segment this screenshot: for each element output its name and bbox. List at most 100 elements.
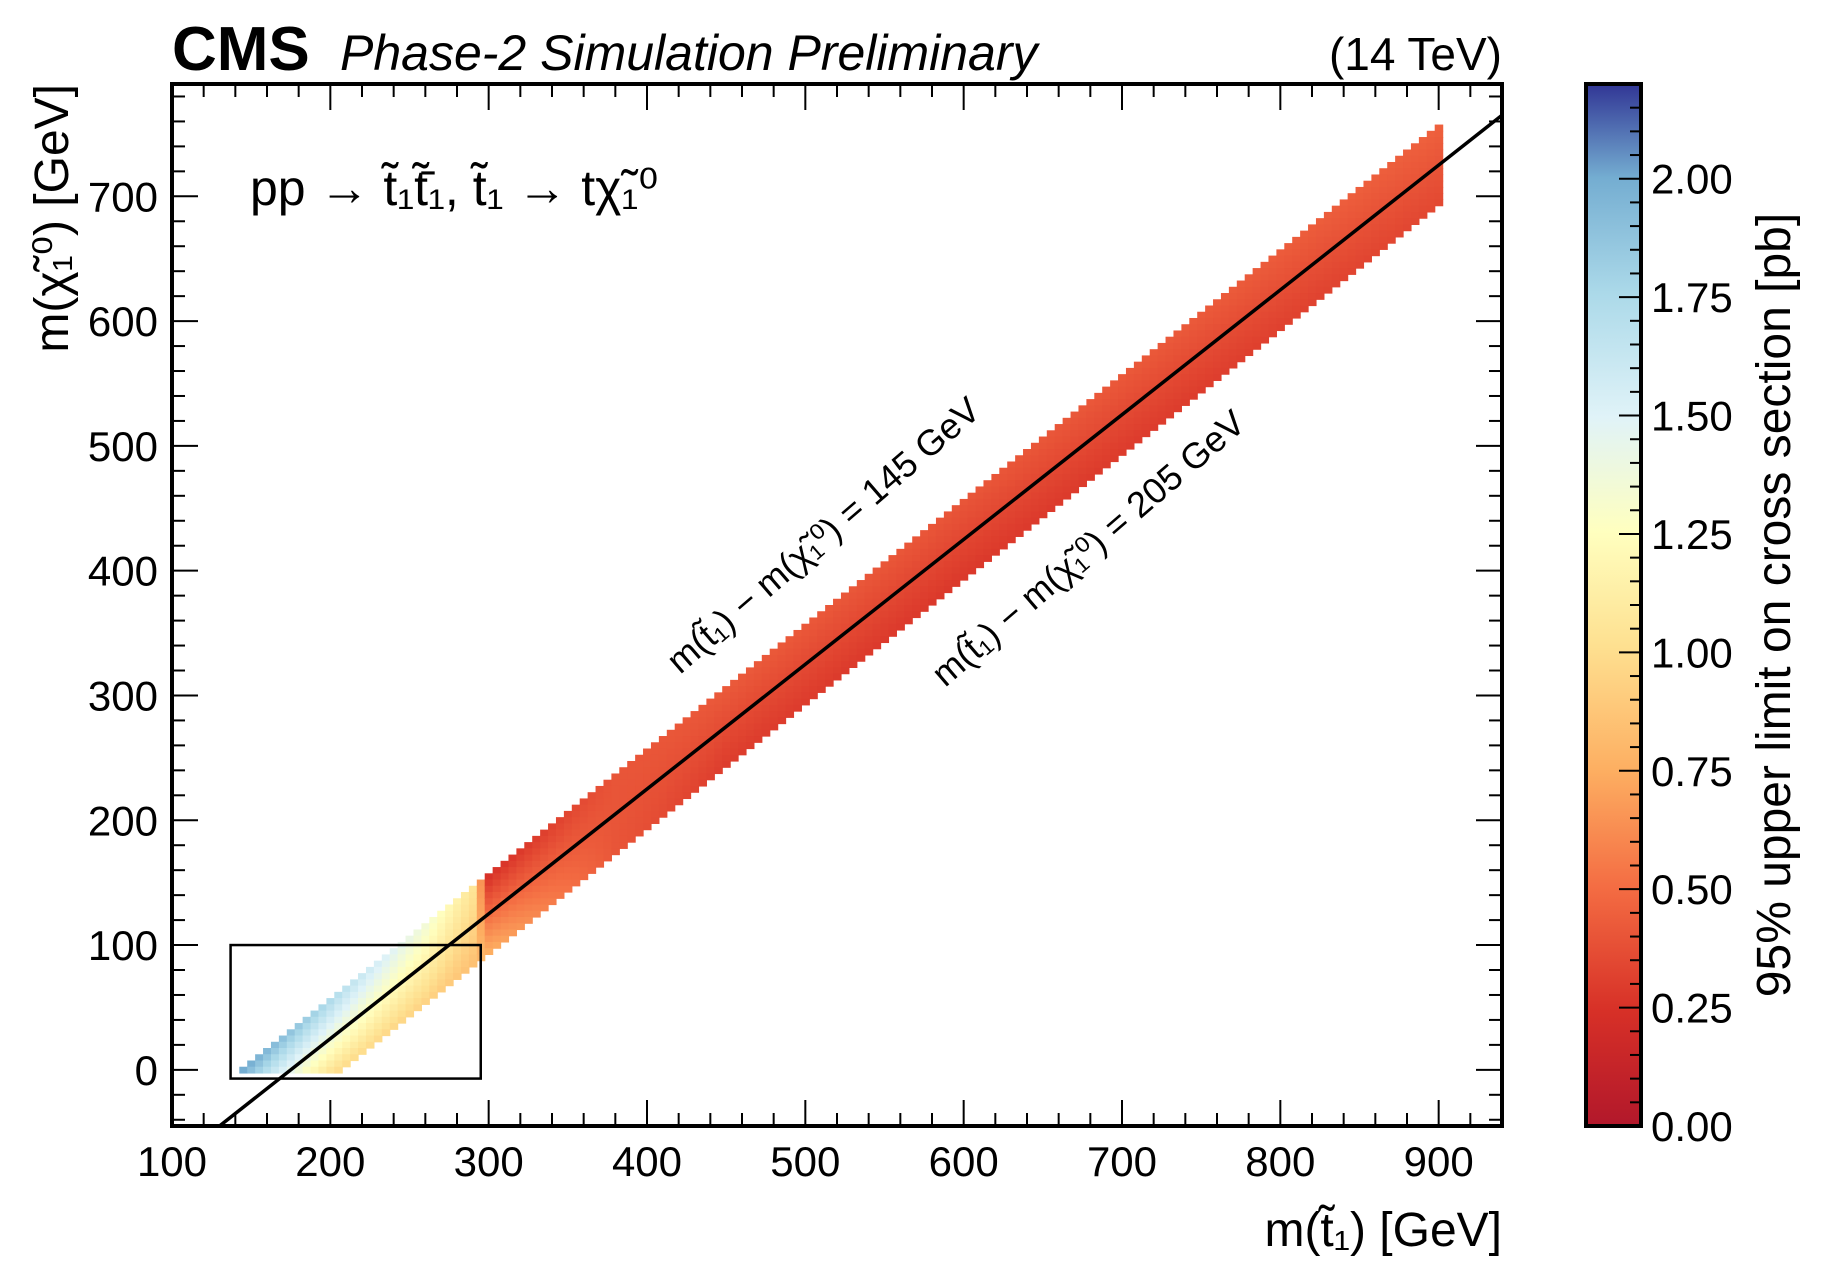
heatmap-bin	[1292, 299, 1301, 307]
heatmap-bin	[1244, 305, 1254, 313]
heatmap-bin	[1236, 305, 1246, 313]
heatmap-bin	[381, 1029, 391, 1037]
heatmap-bin	[817, 654, 826, 662]
heatmap-bin	[983, 511, 992, 519]
heatmap-bin	[587, 854, 597, 862]
heatmap-bin	[1371, 243, 1380, 250]
heatmap-bin	[1323, 218, 1333, 225]
colorbar-tick-label: 0.75	[1651, 748, 1733, 795]
heatmap-bin	[1395, 180, 1404, 188]
heatmap-bin	[793, 629, 802, 637]
heatmap-bin	[524, 854, 533, 862]
heatmap-bin	[967, 517, 977, 525]
heatmap-bin	[302, 1041, 312, 1049]
heatmap-bin	[1410, 199, 1420, 207]
heatmap-bin	[429, 960, 438, 968]
heatmap-bin	[714, 692, 723, 700]
heatmap-bin	[445, 979, 454, 987]
heatmap-bin	[1165, 367, 1175, 375]
heatmap-bin	[753, 711, 763, 718]
heatmap-bin	[1315, 280, 1325, 288]
heatmap-bin	[999, 511, 1008, 519]
heatmap-bin	[1434, 186, 1444, 194]
heatmap-bin	[753, 667, 763, 675]
heatmap-bin	[658, 810, 668, 818]
heatmap-bin	[1023, 523, 1032, 531]
heatmap-bin	[1228, 317, 1238, 325]
heatmap-bin	[809, 648, 818, 656]
heatmap-bin	[793, 654, 802, 662]
heatmap-bin	[1046, 486, 1056, 494]
heatmap-bin	[904, 561, 913, 569]
heatmap-bin	[1355, 193, 1365, 201]
heatmap-bin	[1371, 249, 1380, 257]
heatmap-bin	[437, 954, 446, 962]
heatmap-bin	[445, 973, 454, 980]
heatmap-bin	[943, 561, 953, 569]
heatmap-bin	[334, 991, 343, 999]
heatmap-bin	[753, 673, 763, 681]
heatmap-bin	[627, 835, 636, 843]
heatmap-bin	[1395, 224, 1404, 232]
heatmap-bin	[1426, 149, 1436, 157]
heatmap-bin	[595, 817, 605, 824]
heatmap-bin	[1023, 498, 1032, 506]
heatmap-bin	[1308, 243, 1317, 250]
heatmap-bin	[1284, 249, 1293, 257]
heatmap-bin	[825, 654, 834, 662]
heatmap-bin	[310, 1035, 320, 1043]
heatmap-bin	[1220, 299, 1230, 307]
heatmap-bin	[1205, 380, 1214, 388]
heatmap-bin	[1379, 224, 1388, 232]
heatmap-bin	[1189, 349, 1198, 357]
heatmap-bin	[627, 760, 636, 768]
heatmap-bin	[1347, 211, 1357, 219]
heatmap-bin	[935, 580, 945, 587]
heatmap-bin	[856, 648, 866, 656]
heatmap-bin	[809, 617, 818, 625]
heatmap-bin	[627, 779, 636, 787]
heatmap-bin	[1308, 293, 1317, 300]
heatmap-bin	[1094, 405, 1103, 413]
heatmap-bin	[1395, 174, 1404, 182]
heatmap-bin	[761, 704, 771, 712]
heatmap-bin	[753, 704, 763, 712]
heatmap-bin	[1323, 230, 1333, 238]
heatmap-bin	[1300, 236, 1309, 244]
heatmap-bin	[1403, 161, 1412, 169]
heatmap-bin	[1118, 436, 1127, 444]
heatmap-bin	[1434, 174, 1444, 182]
heatmap-bin	[777, 698, 787, 706]
heatmap-bin	[421, 929, 430, 937]
heatmap-bin	[666, 748, 676, 756]
heatmap-bin	[1110, 380, 1119, 388]
heatmap-bin	[1030, 517, 1040, 525]
heatmap-bin	[967, 498, 977, 506]
heatmap-bin	[1292, 305, 1301, 313]
heatmap-bin	[1181, 324, 1190, 332]
heatmap-bin	[1197, 342, 1206, 350]
heatmap-bin	[476, 892, 486, 899]
heatmap-bin	[761, 654, 771, 662]
heatmap-bin	[1387, 186, 1396, 194]
heatmap-bin	[809, 667, 818, 675]
heatmap-bin	[365, 998, 375, 1005]
x-tick-label: 100	[137, 1138, 207, 1185]
heatmap-bin	[833, 673, 842, 681]
heatmap-bin	[1189, 336, 1198, 344]
heatmap-bin	[975, 548, 985, 556]
heatmap-bin	[935, 523, 945, 531]
heatmap-bin	[935, 592, 945, 600]
heatmap-bin	[1054, 486, 1064, 494]
heatmap-bin	[888, 623, 897, 631]
heatmap-bin	[928, 530, 937, 537]
heatmap-bin	[666, 754, 676, 762]
heatmap-bin	[1181, 330, 1190, 338]
heatmap-bin	[967, 511, 977, 519]
heatmap-bin	[658, 760, 668, 768]
heatmap-bin	[1418, 211, 1428, 219]
heatmap-bin	[999, 523, 1008, 531]
heatmap-bin	[1315, 218, 1325, 225]
heatmap-bin	[643, 798, 652, 806]
heatmap-bin	[524, 916, 533, 924]
